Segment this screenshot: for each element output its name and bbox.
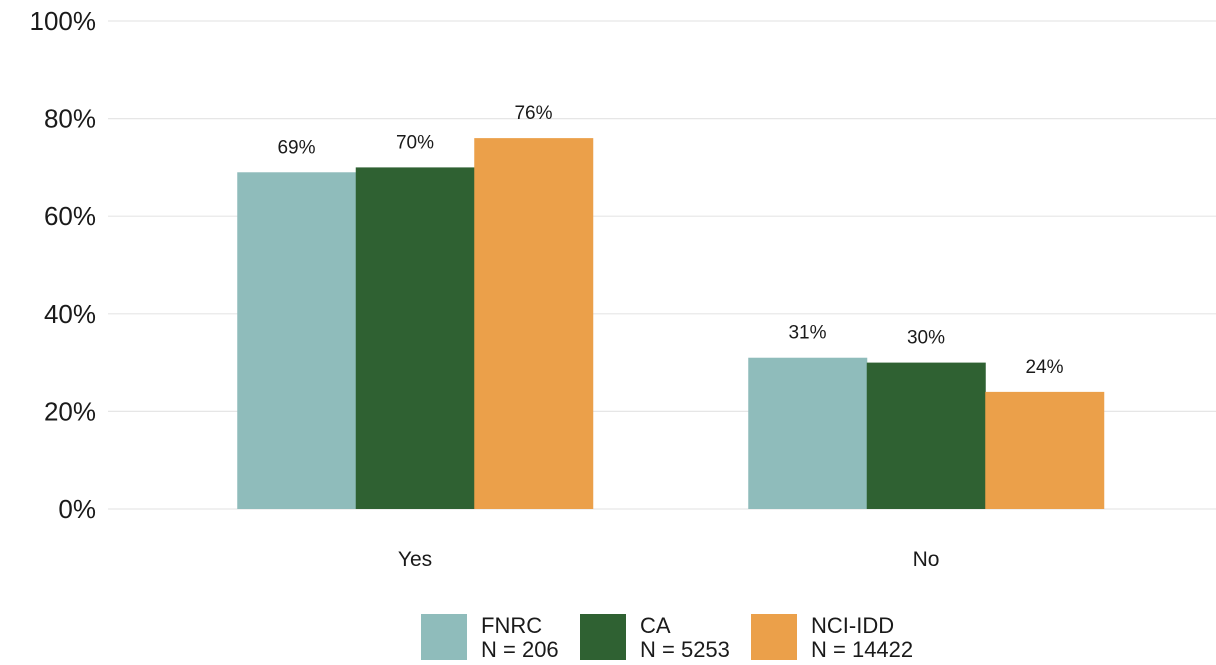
y-tick-label: 0% bbox=[58, 494, 96, 524]
legend-series-name: NCI-IDD bbox=[811, 613, 894, 638]
legend-swatch bbox=[751, 614, 797, 660]
bar-fnrc-yes bbox=[237, 172, 357, 509]
y-tick-label: 80% bbox=[44, 104, 96, 134]
legend-swatch bbox=[421, 614, 467, 660]
bar-ca-yes bbox=[355, 167, 475, 509]
y-axis-ticks: 0% 20% 40% 60% 80% 100% bbox=[30, 6, 97, 524]
bar-nci-idd-yes bbox=[474, 138, 594, 509]
legend-swatch bbox=[580, 614, 626, 660]
data-label: 70% bbox=[396, 132, 434, 153]
y-tick-label: 20% bbox=[44, 396, 96, 426]
legend-series-name: FNRC bbox=[481, 613, 542, 638]
bar-fnrc-no bbox=[748, 357, 868, 509]
x-category-label: Yes bbox=[398, 548, 432, 571]
bar-nci-idd-no bbox=[985, 391, 1105, 509]
data-label: 31% bbox=[788, 323, 826, 344]
y-tick-label: 40% bbox=[44, 299, 96, 329]
data-label: 30% bbox=[907, 328, 945, 349]
legend-n-label: N = 206 bbox=[481, 637, 559, 662]
data-label: 76% bbox=[514, 103, 552, 124]
x-category-label: No bbox=[913, 548, 940, 571]
bar-ca-no bbox=[866, 362, 986, 509]
legend-series-name: CA bbox=[640, 613, 671, 638]
data-labels: 69% 70% 76% 31% 30% 24% bbox=[277, 103, 1063, 378]
bars bbox=[237, 138, 1105, 509]
y-tick-label: 60% bbox=[44, 201, 96, 231]
data-label: 69% bbox=[277, 137, 315, 158]
y-tick-label: 100% bbox=[30, 6, 97, 36]
x-axis-categories: Yes No bbox=[398, 548, 940, 571]
legend-n-label: N = 5253 bbox=[640, 637, 730, 662]
legend-n-label: N = 14422 bbox=[811, 637, 913, 662]
data-label: 24% bbox=[1025, 357, 1063, 378]
